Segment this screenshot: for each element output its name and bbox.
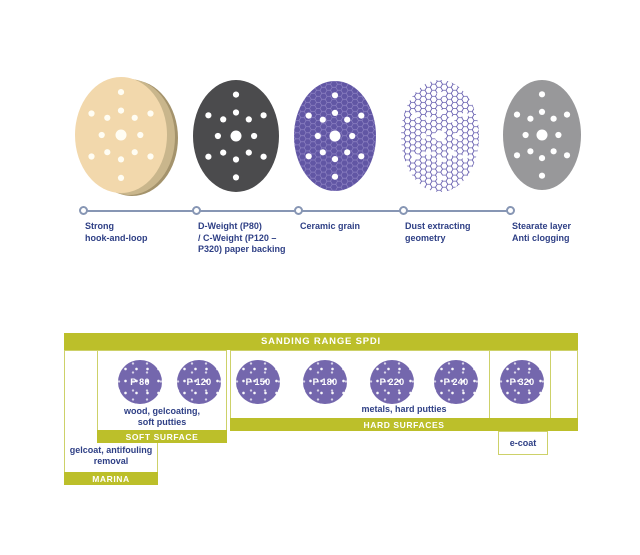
grit-label: P 80 [130, 377, 150, 387]
grit-disc-p240: P 240 [434, 360, 478, 404]
soft-surface-label-bar: SOFT SURFACE [97, 430, 227, 443]
grit-label: P 320 [509, 377, 535, 387]
callout-line: Ceramic grain [300, 221, 361, 231]
marina-description: gelcoat, antifouling removal [65, 445, 157, 467]
grit-label: P 120 [186, 377, 212, 387]
callout-line: Stearate layer [512, 221, 572, 231]
callout-paper-backing: D-Weight (P80) / C-Weight (P120 – P320) … [198, 221, 318, 256]
callout-line: hook-and-loop [85, 232, 148, 243]
timeline-dot [505, 206, 515, 215]
hard-surfaces-label-bar: HARD SURFACES [230, 418, 578, 431]
callout-ceramic-grain: Ceramic grain [300, 221, 420, 233]
hard-surfaces-description: metals, hard putties [361, 404, 447, 414]
grit-label: P 240 [443, 377, 469, 387]
callout-line: P320) paper backing [198, 244, 286, 254]
timeline-dot [191, 206, 201, 215]
grit-label: P 220 [379, 377, 405, 387]
callout-line: Strong [85, 221, 114, 231]
callout-line: / C-Weight (P120 – [198, 232, 277, 243]
disc-layers-illustration [75, 77, 581, 196]
desc-line: removal [93, 456, 129, 466]
timeline-dot [293, 206, 303, 215]
grit-disc-p320: P 320 [500, 360, 544, 404]
column-divider [550, 351, 551, 419]
callout-line: D-Weight (P80) [198, 221, 262, 231]
e-coat-box: e-coat [498, 431, 548, 455]
desc-line: gelcoat, antifouling [69, 445, 153, 455]
grit-label: P 180 [312, 377, 338, 387]
callout-line: Dust extracting [405, 221, 471, 231]
soft-surface-description: wood, gelcoating, soft putties [98, 406, 226, 428]
timeline-dot [398, 206, 408, 215]
marina-label-bar: MARINA [64, 472, 158, 485]
timeline-dot [78, 206, 88, 215]
desc-line: soft putties [137, 417, 187, 427]
callout-dust-extracting: Dust extracting geometry [405, 221, 525, 244]
desc-line: wood, gelcoating, [124, 406, 200, 416]
grit-disc-p180: P 180 [303, 360, 347, 404]
range-title-bar: SANDING RANGE SPDI [64, 333, 578, 350]
column-divider [489, 351, 490, 419]
grit-label: P 150 [245, 377, 271, 387]
callout-line: Anti clogging [512, 232, 570, 243]
callout-line: geometry [405, 232, 446, 243]
grit-disc-p80: P 80 [118, 360, 162, 404]
grit-disc-p150: P 150 [236, 360, 280, 404]
callout-stearate-layer: Stearate layer Anti clogging [512, 221, 632, 244]
grit-disc-p120: P 120 [177, 360, 221, 404]
callout-hook-and-loop: Strong hook-and-loop [85, 221, 205, 244]
grit-disc-p220: P 220 [370, 360, 414, 404]
